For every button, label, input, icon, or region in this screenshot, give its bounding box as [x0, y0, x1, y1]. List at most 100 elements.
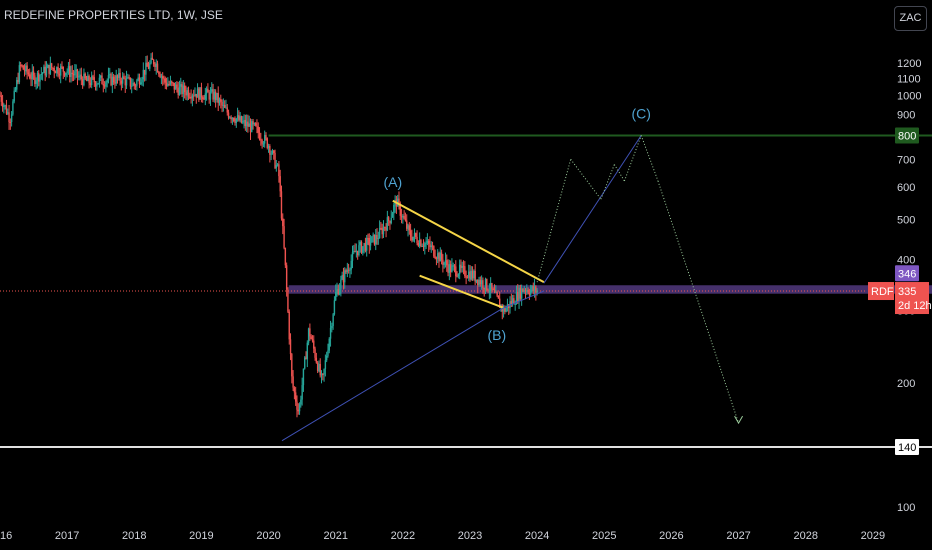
candle-body — [43, 66, 45, 73]
candle-body — [488, 290, 491, 292]
candle-body — [524, 290, 527, 292]
wave-label: (C) — [631, 105, 650, 121]
candle-body — [178, 86, 181, 96]
candle-body — [238, 115, 240, 121]
candle-body — [23, 69, 26, 72]
candle-body — [532, 286, 534, 292]
candle-body — [402, 215, 404, 218]
candle-body — [85, 78, 88, 82]
drawings — [281, 135, 744, 442]
horizontal-levels — [0, 134, 932, 448]
candle-body — [38, 72, 40, 82]
candle-body — [314, 348, 316, 358]
candle-body — [457, 274, 460, 277]
candle-body — [183, 85, 186, 92]
candle-body — [323, 368, 325, 375]
candle-body — [434, 256, 436, 259]
candle-body — [418, 240, 421, 246]
candle-body — [61, 66, 63, 68]
candle-body — [460, 264, 462, 268]
candle-body — [137, 77, 139, 81]
currency-button[interactable]: ZAC — [894, 6, 927, 31]
candle-body — [180, 84, 182, 87]
candle-body — [88, 75, 90, 84]
candle-body — [168, 84, 170, 86]
candle-body — [356, 250, 359, 256]
candle-body — [167, 84, 169, 87]
y-tick-label: 400 — [897, 254, 915, 266]
price-band — [288, 285, 932, 294]
projection-path — [623, 135, 642, 182]
candle-body — [229, 117, 231, 119]
candle-body — [413, 233, 416, 237]
candle-body — [514, 303, 516, 305]
candle-body — [80, 74, 83, 80]
candle-body — [107, 75, 110, 81]
trend-line — [281, 307, 504, 442]
y-tick-label: 500 — [897, 214, 915, 226]
candle-body — [285, 265, 288, 290]
price-axis[interactable]: 100200300400500600700800900100011001200 — [897, 58, 921, 514]
candle-body — [465, 276, 467, 278]
candle-body — [63, 71, 66, 76]
candle-body — [464, 266, 466, 277]
candle-body — [75, 69, 77, 72]
y-tick-label: 600 — [897, 182, 915, 194]
candle-body — [81, 79, 84, 86]
candle-body — [331, 325, 333, 328]
candle-body — [70, 72, 72, 77]
candle-body — [121, 76, 124, 84]
last-price-value: 335 — [898, 286, 916, 298]
candle-body — [307, 328, 310, 343]
candle-body — [47, 64, 49, 68]
candle-body — [341, 275, 343, 280]
candle-body — [196, 88, 199, 98]
candle-body — [249, 123, 252, 132]
candle-body — [87, 75, 89, 82]
candle-body — [39, 75, 41, 82]
candle-body — [216, 92, 218, 100]
candle-body — [50, 63, 53, 68]
candle-body — [89, 83, 92, 86]
candle-body — [92, 76, 94, 78]
candle-body — [94, 82, 97, 87]
candle-body — [478, 279, 480, 286]
candle-body — [195, 94, 197, 98]
candle-body — [160, 76, 163, 78]
candle-body — [251, 121, 253, 132]
candle-body — [235, 118, 237, 123]
candle-body — [364, 243, 367, 251]
candle-body — [273, 150, 275, 153]
candle-body — [110, 74, 112, 86]
candle-body — [74, 71, 76, 76]
candle-body — [385, 227, 387, 231]
candle-body — [274, 152, 276, 169]
candle-body — [115, 75, 117, 84]
time-axis[interactable]: 2016 2017 2018 2019 2020 2021 2022 2023 2024 2025… — [0, 530, 885, 542]
candle-body — [293, 387, 296, 393]
candle-body — [442, 259, 444, 265]
candle-body — [140, 82, 142, 85]
candle-body — [496, 291, 498, 296]
candle-body — [78, 76, 80, 78]
candle-body — [150, 57, 152, 64]
candle-body — [147, 66, 150, 69]
candle-body — [482, 280, 484, 289]
candle-body — [262, 143, 265, 145]
candle-body — [93, 77, 95, 83]
candle-body — [271, 150, 274, 154]
candle-body — [458, 264, 461, 275]
candle-body — [32, 71, 35, 76]
candle-body — [204, 93, 207, 100]
candle-body — [518, 288, 520, 302]
candle-body — [535, 286, 537, 293]
candle-body — [389, 220, 391, 224]
candle-body — [230, 117, 232, 120]
candle-body — [248, 123, 250, 127]
candle-body — [386, 217, 389, 231]
candle-body — [131, 85, 133, 87]
candle-body — [205, 88, 208, 94]
candle-body — [390, 217, 392, 224]
candle-body — [515, 291, 518, 304]
